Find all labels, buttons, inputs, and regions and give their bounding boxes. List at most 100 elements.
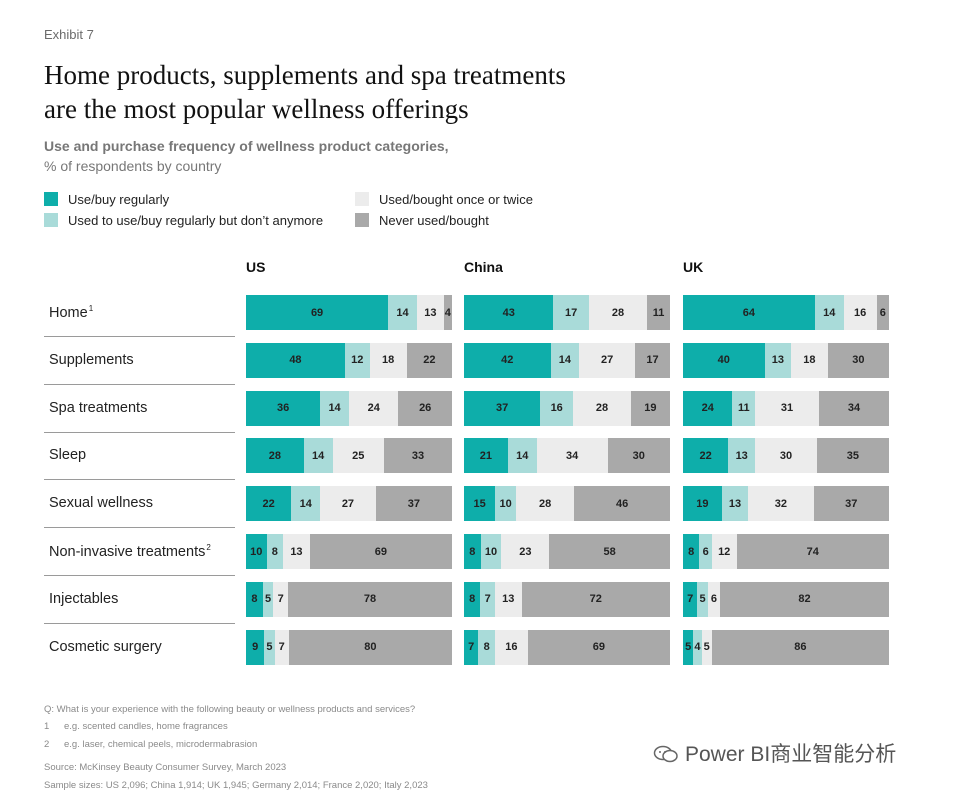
legend-item-regular: Use/buy regularly bbox=[44, 192, 169, 208]
category-label: Sexual wellness bbox=[49, 495, 153, 511]
category-label-text: Injectables bbox=[49, 590, 119, 607]
footnote-question: Q: What is your experience with the foll… bbox=[44, 704, 416, 715]
bar-segment-regular: 28 bbox=[246, 438, 304, 474]
bar-segment-regular: 48 bbox=[246, 342, 345, 378]
bar-segment-never: 30 bbox=[827, 342, 889, 378]
watermark-text: Power BI商业智能分析 bbox=[685, 743, 897, 766]
bar-segment-once: 18 bbox=[369, 342, 407, 378]
bar-segment-regular: 5 bbox=[683, 629, 694, 665]
bar-segment-lapsed: 7 bbox=[480, 581, 495, 617]
bar-segment-regular: 22 bbox=[246, 486, 292, 522]
legend-item-never: Never used/bought bbox=[355, 213, 489, 229]
bar-segment-once: 28 bbox=[516, 486, 575, 522]
footnote-2-number: 2 bbox=[44, 739, 50, 750]
stacked-bar: 19 13 32 37 bbox=[683, 486, 889, 522]
exhibit-label: Exhibit 7 bbox=[44, 27, 94, 42]
bar-segment-lapsed: 17 bbox=[553, 295, 589, 330]
legend-item-once: Used/bought once or twice bbox=[355, 192, 533, 208]
bar-segment-never: 78 bbox=[288, 581, 452, 617]
bar-segment-lapsed: 10 bbox=[495, 486, 516, 522]
footnote-marker: 1 bbox=[88, 304, 94, 313]
stacked-bar: 48 12 18 22 bbox=[246, 342, 452, 378]
bar-segment-regular: 37 bbox=[464, 390, 541, 426]
bar-segment-once: 7 bbox=[273, 581, 289, 617]
stacked-bar: 24 11 31 34 bbox=[683, 390, 889, 426]
bar-segment-once: 7 bbox=[274, 629, 289, 665]
bar-segment-never: 46 bbox=[574, 486, 670, 522]
category-label-text: Sleep bbox=[49, 447, 87, 464]
category-label-text: Cosmetic surgery bbox=[49, 638, 162, 655]
bar-segment-once: 27 bbox=[320, 486, 376, 522]
bar-segment-regular: 8 bbox=[246, 581, 263, 617]
stacked-bar: 64 14 16 6 bbox=[683, 295, 889, 330]
row-divider bbox=[44, 336, 235, 337]
legend-label: Use/buy regularly bbox=[68, 192, 170, 207]
bar-segment-never: 86 bbox=[711, 629, 889, 665]
stacked-bar: 28 14 25 33 bbox=[246, 438, 452, 474]
row-divider bbox=[44, 527, 235, 529]
legend-swatch-never bbox=[355, 213, 369, 227]
stacked-bar: 5 4 5 86 bbox=[683, 629, 889, 665]
stacked-bar: 10 8 13 69 bbox=[246, 534, 452, 569]
bar-segment-never: 22 bbox=[406, 342, 452, 378]
bar-segment-once: 16 bbox=[494, 629, 528, 665]
bar-segment-never: 74 bbox=[736, 534, 889, 569]
stacked-bar: 7 5 6 82 bbox=[683, 581, 889, 617]
stacked-bar: 22 14 27 37 bbox=[246, 486, 452, 522]
row-divider bbox=[44, 479, 235, 481]
bar-segment-never: 6 bbox=[876, 295, 889, 330]
bar-segment-never: 19 bbox=[630, 390, 670, 426]
category-label: Home1 bbox=[49, 304, 93, 321]
row-divider bbox=[44, 431, 235, 433]
bar-segment-once: 13 bbox=[283, 534, 310, 569]
stacked-bar: 42 14 27 17 bbox=[464, 342, 670, 378]
country-header-china: China bbox=[464, 259, 503, 275]
row-divider bbox=[44, 383, 235, 385]
footnote-marker: 2 bbox=[206, 543, 211, 552]
bar-segment-lapsed: 8 bbox=[266, 534, 284, 569]
stacked-bar: 22 13 30 35 bbox=[683, 438, 889, 474]
bar-segment-lapsed: 13 bbox=[721, 486, 749, 522]
bar-segment-regular: 15 bbox=[464, 486, 496, 522]
bar-segment-lapsed: 12 bbox=[344, 342, 370, 378]
bar-segment-regular: 21 bbox=[464, 438, 508, 474]
footnote-2: 2 e.g. laser, chemical peels, microdermab… bbox=[44, 739, 257, 750]
stacked-bar: 37 16 28 19 bbox=[464, 390, 670, 426]
legend-label: Used/bought once or twice bbox=[379, 192, 533, 207]
bar-segment-regular: 69 bbox=[246, 295, 389, 330]
bar-segment-never: 33 bbox=[384, 438, 452, 474]
country-header-us: US bbox=[246, 259, 266, 275]
bar-segment-regular: 24 bbox=[683, 390, 733, 426]
bar-segment-lapsed: 4 bbox=[693, 629, 702, 665]
stacked-bar: 15 10 28 46 bbox=[464, 486, 670, 522]
bar-segment-never: 30 bbox=[607, 438, 670, 474]
category-label-text: Spa treatments bbox=[49, 399, 148, 416]
bar-segment-once: 34 bbox=[536, 438, 608, 474]
bar-segment-lapsed: 11 bbox=[732, 390, 756, 426]
stacked-bar: 8 5 7 78 bbox=[246, 581, 452, 617]
bar-segment-never: 37 bbox=[813, 486, 889, 522]
bar-segment-regular: 8 bbox=[464, 534, 481, 569]
bar-segment-regular: 8 bbox=[464, 581, 481, 617]
chart-title: Home products, supplements and spa treat… bbox=[44, 58, 684, 126]
title-line-1: Home products, supplements and spa treat… bbox=[44, 60, 566, 90]
bar-segment-regular: 8 bbox=[683, 534, 700, 569]
chart-subtitle: Use and purchase frequency of wellness p… bbox=[44, 136, 449, 176]
bar-segment-once: 25 bbox=[332, 438, 384, 474]
bar-segment-once: 30 bbox=[755, 438, 817, 474]
category-label: Non-invasive treatments2 bbox=[49, 543, 211, 560]
stacked-bar: 8 10 23 58 bbox=[464, 534, 670, 569]
bar-segment-once: 13 bbox=[494, 581, 522, 617]
title-line-2: are the most popular wellness offerings bbox=[44, 94, 469, 124]
stacked-bar: 36 14 24 26 bbox=[246, 390, 452, 426]
bar-segment-lapsed: 8 bbox=[478, 629, 495, 665]
legend-label: Never used/bought bbox=[379, 213, 489, 228]
bar-segment-never: 11 bbox=[647, 295, 670, 330]
stacked-bar: 69 14 13 4 bbox=[246, 295, 452, 330]
bar-segment-never: 72 bbox=[521, 581, 670, 617]
source-note: Source: McKinsey Beauty Consumer Survey,… bbox=[44, 762, 287, 773]
stacked-bar: 21 14 34 30 bbox=[464, 438, 670, 474]
bar-segment-never: 69 bbox=[309, 534, 452, 569]
bar-segment-never: 4 bbox=[443, 295, 452, 330]
subtitle-line-2: % of respondents by country bbox=[44, 158, 222, 174]
